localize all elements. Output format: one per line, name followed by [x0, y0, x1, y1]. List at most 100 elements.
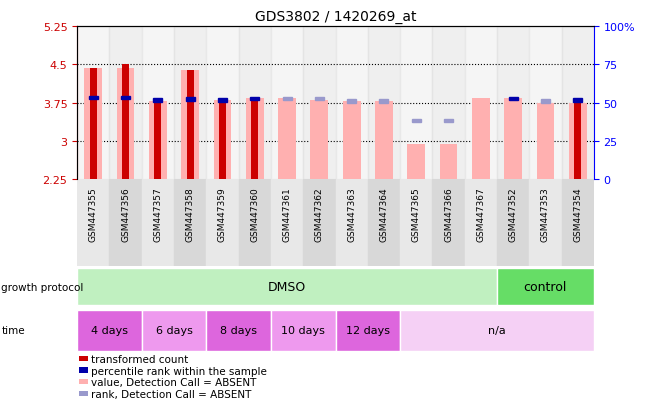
Bar [336, 27, 368, 180]
Bar [109, 180, 142, 266]
Bar [347, 100, 356, 103]
Bar [239, 27, 271, 180]
Bar [246, 99, 264, 180]
Bar [407, 145, 425, 180]
Text: n/a: n/a [488, 325, 506, 335]
Text: GSM447364: GSM447364 [379, 187, 389, 241]
Text: rank, Detection Call = ABSENT: rank, Detection Call = ABSENT [91, 389, 252, 399]
Text: GSM447366: GSM447366 [444, 187, 453, 241]
Bar [77, 268, 497, 306]
Text: GSM447363: GSM447363 [347, 187, 356, 241]
Bar [239, 180, 271, 266]
Bar [379, 100, 389, 103]
Bar [187, 71, 194, 180]
Text: 10 days: 10 days [281, 325, 325, 335]
Text: GSM447354: GSM447354 [573, 187, 582, 241]
Bar [432, 27, 465, 180]
Bar [465, 27, 497, 180]
Text: 6 days: 6 days [156, 325, 193, 335]
Bar [472, 99, 490, 180]
Bar [149, 102, 167, 180]
Bar [529, 27, 562, 180]
Text: time: time [1, 325, 25, 335]
Text: GSM447356: GSM447356 [121, 187, 130, 241]
Bar [218, 99, 227, 102]
Bar [343, 102, 360, 180]
Bar [278, 99, 296, 180]
Bar [90, 69, 97, 180]
Bar [186, 98, 195, 101]
Bar [271, 180, 303, 266]
Text: GSM447362: GSM447362 [315, 187, 324, 241]
Bar [207, 27, 239, 180]
Bar [412, 119, 421, 123]
Bar [497, 268, 594, 306]
Bar [368, 180, 400, 266]
Bar [303, 180, 336, 266]
Text: control: control [523, 280, 567, 294]
Text: GSM447357: GSM447357 [154, 187, 162, 241]
Text: GSM447355: GSM447355 [89, 187, 98, 241]
Bar [315, 97, 324, 101]
Bar [271, 310, 336, 351]
Bar [142, 180, 174, 266]
Text: GSM447365: GSM447365 [412, 187, 421, 241]
Bar [432, 180, 465, 266]
Text: GSM447358: GSM447358 [186, 187, 195, 241]
Bar [562, 180, 594, 266]
Text: GSM447361: GSM447361 [282, 187, 292, 241]
Bar [509, 97, 517, 101]
Title: GDS3802 / 1420269_at: GDS3802 / 1420269_at [255, 10, 416, 24]
Bar [85, 69, 102, 180]
Bar [497, 180, 529, 266]
Text: 4 days: 4 days [91, 325, 128, 335]
Bar [174, 180, 207, 266]
Bar [154, 102, 162, 180]
Bar [537, 104, 554, 180]
Text: GSM447360: GSM447360 [250, 187, 259, 241]
Text: GSM447352: GSM447352 [509, 187, 517, 241]
Bar [497, 27, 529, 180]
Bar [251, 99, 258, 180]
Bar [142, 310, 207, 351]
Bar [282, 97, 292, 101]
Bar [375, 102, 393, 180]
Bar [154, 99, 162, 102]
Bar [77, 310, 142, 351]
Bar [311, 101, 328, 180]
Bar [89, 97, 98, 100]
Bar [569, 104, 586, 180]
Text: 8 days: 8 days [220, 325, 257, 335]
Bar [117, 69, 134, 180]
Bar [368, 27, 400, 180]
Bar [219, 101, 226, 180]
Bar [465, 180, 497, 266]
Bar [400, 180, 432, 266]
Bar [541, 100, 550, 103]
Bar [77, 27, 109, 180]
Bar [213, 101, 231, 180]
Text: growth protocol: growth protocol [1, 282, 84, 292]
Bar [122, 65, 129, 180]
Bar [336, 180, 368, 266]
Bar [440, 145, 458, 180]
Text: percentile rank within the sample: percentile rank within the sample [91, 366, 267, 376]
Bar [529, 180, 562, 266]
Text: GSM447353: GSM447353 [541, 187, 550, 241]
Bar [207, 310, 271, 351]
Text: GSM447367: GSM447367 [476, 187, 485, 241]
Bar [400, 310, 594, 351]
Bar [400, 27, 432, 180]
Bar [174, 27, 207, 180]
Text: value, Detection Call = ABSENT: value, Detection Call = ABSENT [91, 377, 256, 387]
Bar [271, 27, 303, 180]
Bar [573, 99, 582, 102]
Bar [121, 97, 130, 100]
Bar [336, 310, 400, 351]
Bar [181, 71, 199, 180]
Bar [504, 99, 522, 180]
Text: GSM447359: GSM447359 [218, 187, 227, 241]
Bar [574, 104, 581, 180]
Bar [303, 27, 336, 180]
Bar [207, 180, 239, 266]
